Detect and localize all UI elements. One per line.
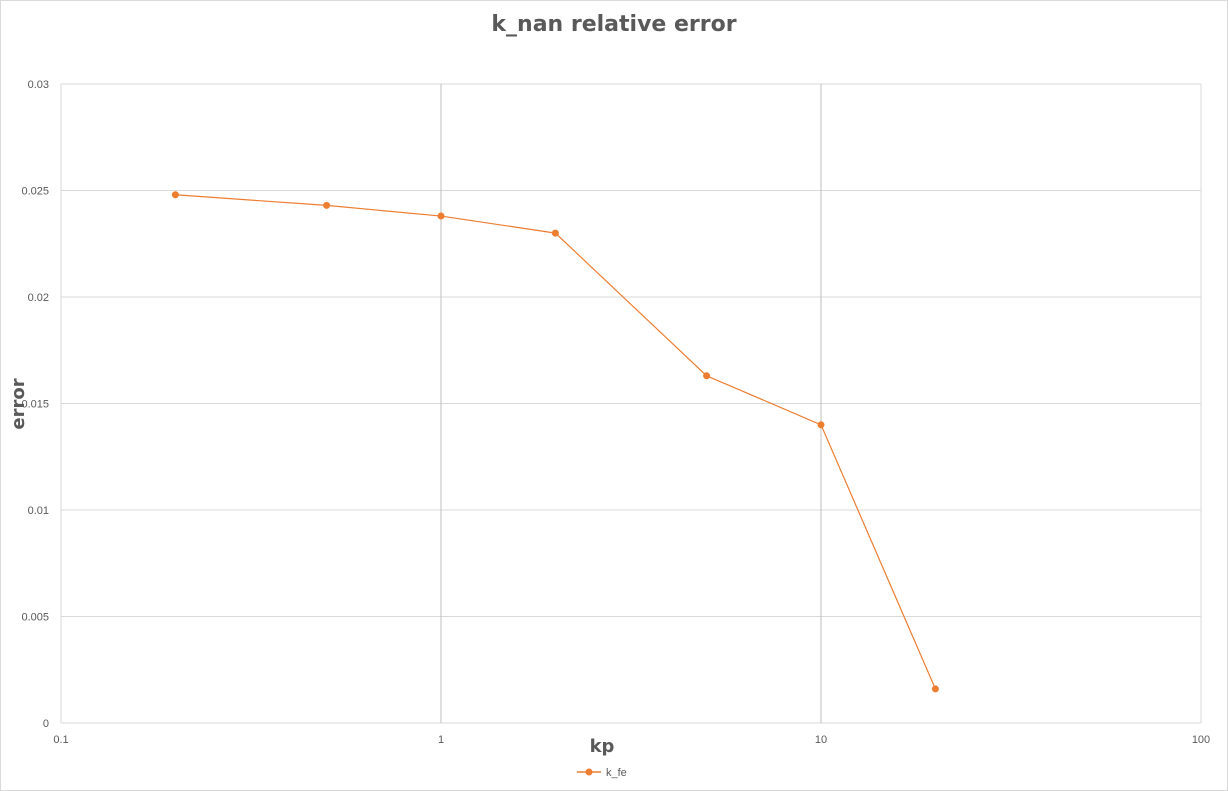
y-tick-label: 0 — [43, 718, 49, 730]
data-point — [437, 212, 445, 220]
tick-labels: 0 0.005 0.01 0.015 0.02 0.025 0.03 0.1 1 10 100 — [21, 79, 1210, 746]
data-point — [323, 201, 331, 209]
legend-entry-k-fe: k_fe — [606, 767, 627, 779]
data-point — [703, 372, 711, 380]
data-point — [931, 685, 939, 693]
legend-marker — [585, 768, 593, 776]
legend: k_fe — [577, 767, 627, 779]
x-tick-label: 100 — [1192, 734, 1210, 746]
y-tick-label: 0.025 — [21, 186, 49, 198]
y-tick-label: 0.015 — [21, 399, 49, 411]
x-axis-label: kp — [590, 736, 615, 757]
y-tick-label: 0.005 — [21, 612, 49, 624]
data-point — [551, 229, 559, 237]
data-point — [817, 421, 825, 429]
x-tick-label: 0.1 — [53, 734, 68, 746]
y-tick-label: 0.01 — [28, 505, 49, 517]
y-tick-label: 0.03 — [28, 79, 49, 91]
y-axis-label: error — [8, 378, 29, 429]
data-point — [171, 191, 179, 199]
chart-title: k_nan relative error — [491, 12, 737, 37]
x-tick-label: 1 — [438, 734, 444, 746]
y-tick-label: 0.02 — [28, 292, 49, 304]
series-layer — [171, 191, 939, 693]
x-tick-label: 10 — [815, 734, 827, 746]
grid — [60, 83, 1202, 724]
